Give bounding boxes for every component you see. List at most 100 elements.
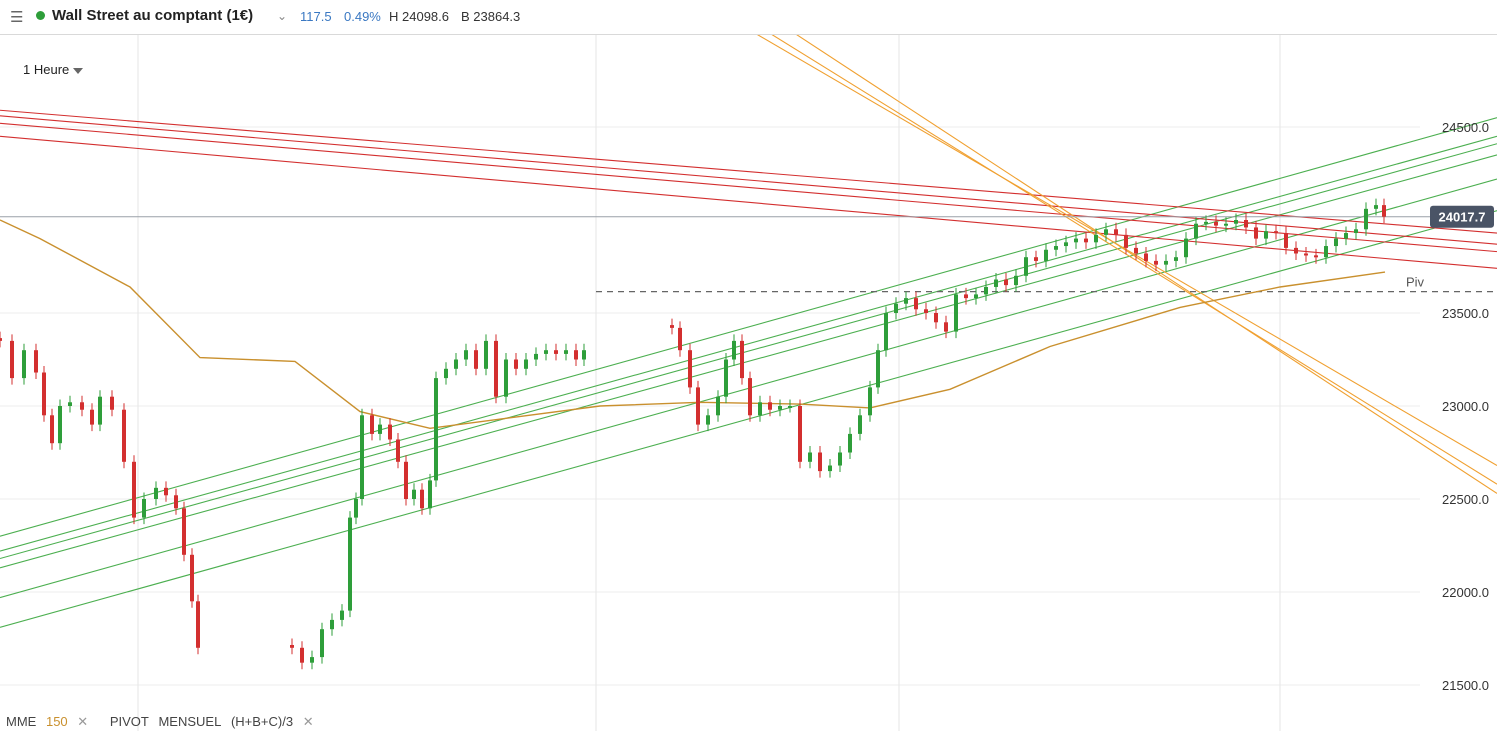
candle-body bbox=[748, 378, 752, 416]
candle-body bbox=[1024, 257, 1028, 276]
candle-body bbox=[122, 409, 126, 462]
candle-body bbox=[788, 406, 792, 408]
remove-pivot-icon[interactable]: ✕ bbox=[302, 714, 314, 729]
candle-body bbox=[348, 517, 352, 611]
session-high: H 24098.6 bbox=[389, 9, 449, 24]
timeframe-label: 1 Heure bbox=[23, 62, 70, 77]
candle-body bbox=[914, 298, 918, 310]
change-points: 117.5 bbox=[300, 9, 332, 24]
orange-trend-line bbox=[749, 29, 1497, 466]
candle-body bbox=[154, 487, 158, 499]
candle-body bbox=[98, 396, 102, 425]
candle-body bbox=[876, 350, 880, 388]
ema-150-line bbox=[0, 219, 1386, 430]
candle-body bbox=[464, 350, 468, 360]
candle-body bbox=[1294, 247, 1298, 254]
instrument-name[interactable]: Wall Street au comptant (1€) bbox=[52, 7, 254, 24]
candle-body bbox=[370, 415, 374, 434]
candle-body bbox=[1174, 257, 1178, 261]
candle-body bbox=[1374, 205, 1378, 209]
orange-trend-line bbox=[789, 29, 1497, 494]
candle-body bbox=[818, 452, 822, 472]
change-percent: 0.49% bbox=[344, 9, 381, 24]
red-trend-line bbox=[0, 109, 1497, 234]
indicator-ema-name: MME bbox=[6, 714, 37, 729]
candle-body bbox=[378, 424, 382, 434]
candle-body bbox=[1244, 220, 1248, 228]
candle-body bbox=[174, 495, 178, 509]
indicator-ema-period: 150 bbox=[45, 714, 68, 729]
candle-body bbox=[1382, 205, 1386, 217]
candle-body bbox=[534, 353, 538, 360]
candle-body bbox=[554, 350, 558, 354]
candle-body bbox=[0, 338, 2, 341]
candle-body bbox=[1184, 238, 1188, 258]
candle-body bbox=[1194, 223, 1198, 239]
candle-body bbox=[434, 378, 438, 481]
candle-body bbox=[688, 350, 692, 388]
candle-body bbox=[564, 350, 568, 354]
caret-down-icon bbox=[73, 67, 84, 74]
chevron-down-icon[interactable]: ⌄ bbox=[277, 9, 288, 23]
candle-body bbox=[964, 294, 968, 299]
candle-body bbox=[934, 313, 938, 323]
candle-body bbox=[80, 402, 84, 410]
candle-body bbox=[1264, 231, 1268, 239]
candle-body bbox=[340, 610, 344, 620]
candle-body bbox=[1324, 246, 1328, 258]
candle-body bbox=[724, 359, 728, 397]
candle-body bbox=[884, 313, 888, 351]
current-price-value: 24017.7 bbox=[1439, 210, 1486, 225]
candle-body bbox=[582, 350, 586, 360]
market-open-status-icon bbox=[36, 11, 45, 20]
candle-body bbox=[320, 629, 324, 658]
chart-canvas[interactable]: Piv 24500.0 23500.0 23000.0 22500.0 22000.0 21… bbox=[0, 29, 1497, 731]
y-tick-label: 24500.0 bbox=[1442, 120, 1489, 135]
candle-body bbox=[1204, 221, 1208, 224]
candle-body bbox=[1004, 279, 1008, 286]
candle-body bbox=[954, 294, 958, 332]
red-trend-line bbox=[0, 122, 1497, 253]
candle-body bbox=[1144, 253, 1148, 261]
remove-ema-icon[interactable]: ✕ bbox=[77, 714, 89, 729]
hamburger-menu-icon[interactable]: ☰ bbox=[10, 9, 24, 26]
candle-body bbox=[474, 350, 478, 369]
candle-body bbox=[10, 340, 14, 379]
candle-body bbox=[798, 406, 802, 462]
candle-body bbox=[1284, 233, 1288, 248]
price-chart[interactable]: Piv 24500.0 23500.0 23000.0 22500.0 22000.0 21… bbox=[0, 29, 1497, 731]
candle-body bbox=[58, 406, 62, 444]
y-tick-label: 22500.0 bbox=[1442, 492, 1489, 507]
green-trend-line bbox=[0, 143, 1497, 560]
y-tick-label: 23000.0 bbox=[1442, 399, 1489, 414]
candle-body bbox=[678, 327, 682, 351]
candle-body bbox=[354, 499, 358, 518]
candle-body bbox=[388, 424, 392, 440]
candle-body bbox=[868, 387, 872, 416]
timeframe-selector[interactable]: 1 Heure bbox=[23, 62, 84, 77]
candle-body bbox=[828, 465, 832, 472]
current-price-tag bbox=[1430, 205, 1494, 228]
y-tick-label: 23500.0 bbox=[1442, 306, 1489, 321]
candle-body bbox=[1304, 253, 1308, 256]
candle-body bbox=[454, 359, 458, 369]
candle-body bbox=[848, 433, 852, 453]
y-tick-label: 22000.0 bbox=[1442, 585, 1489, 600]
candle-body bbox=[670, 325, 674, 328]
candle-body bbox=[300, 647, 304, 663]
candle-body bbox=[1164, 260, 1168, 265]
candle-body bbox=[524, 359, 528, 369]
candle-body bbox=[360, 415, 364, 499]
candle-body bbox=[68, 402, 72, 406]
candle-body bbox=[34, 350, 38, 373]
candle-body bbox=[994, 279, 998, 287]
candle-body bbox=[1344, 233, 1348, 239]
candle-body bbox=[758, 402, 762, 416]
candle-body bbox=[974, 294, 978, 299]
candle-body bbox=[1084, 238, 1088, 243]
indicator-legend: MME 150 ✕ PIVOT MENSUEL (H+B+C)/3 ✕ bbox=[6, 714, 332, 730]
instrument-header: ☰ Wall Street au comptant (1€) ⌄ 117.5 0… bbox=[0, 0, 1497, 35]
candle-body bbox=[1014, 275, 1018, 286]
candle-body bbox=[1114, 229, 1118, 235]
green-trend-line bbox=[0, 117, 1497, 537]
